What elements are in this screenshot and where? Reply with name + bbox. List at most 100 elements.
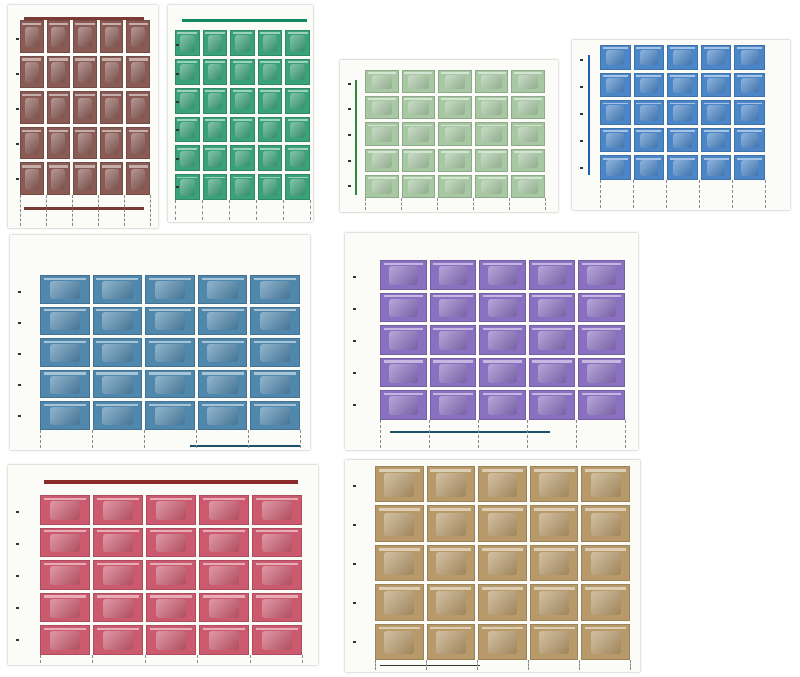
stamp-vignette — [488, 265, 517, 285]
stamp-inscription — [585, 469, 627, 472]
stamp-vignette — [290, 121, 305, 138]
stamp-vignette — [49, 312, 81, 331]
stamp — [380, 357, 427, 388]
stamp — [474, 96, 509, 120]
stamp — [529, 544, 579, 582]
stamp — [375, 584, 424, 621]
stamp-inscription — [669, 130, 696, 132]
stamp-vignette — [102, 375, 133, 394]
stamp-inscription — [482, 327, 523, 331]
stamp-vignette — [78, 62, 92, 83]
margin-mark — [353, 308, 356, 310]
stamp-grid — [20, 20, 150, 195]
stamp-vignette — [435, 512, 466, 536]
stamp-inscription — [232, 176, 253, 179]
stamp — [581, 584, 630, 621]
margin-mark — [16, 37, 19, 40]
stamp-vignette — [371, 127, 392, 142]
stamp-vignette — [587, 331, 616, 350]
stamp-vignette — [259, 280, 291, 299]
stamp-inscription — [433, 393, 473, 396]
stamp — [380, 390, 427, 420]
perforation-line — [98, 195, 99, 226]
margin-mark — [176, 100, 179, 103]
stamp — [146, 625, 196, 655]
margin-mark — [580, 139, 583, 142]
stamp — [474, 122, 509, 146]
stamp-inscription — [383, 327, 423, 331]
stamp — [581, 544, 630, 582]
stamp — [40, 495, 90, 525]
stamp-vignette — [371, 74, 392, 90]
margin-mark — [16, 177, 19, 180]
stamp-inscription — [22, 22, 42, 26]
perforation-line — [600, 180, 601, 208]
stamp-inscription — [602, 130, 628, 132]
stamp-vignette — [235, 64, 250, 81]
stamp-inscription — [378, 469, 420, 472]
stamp — [375, 623, 424, 660]
stamp-vignette — [207, 35, 223, 52]
stamp-inscription — [582, 262, 622, 265]
stamp — [46, 20, 71, 53]
stamp-vignette — [131, 97, 146, 119]
perforation-line — [509, 198, 510, 210]
stamp — [199, 527, 249, 558]
stamp-inscription — [636, 47, 662, 50]
stamp-vignette — [444, 153, 466, 168]
stamp-vignette — [487, 473, 518, 497]
stamp — [667, 127, 698, 153]
stamp-vignette — [408, 153, 429, 168]
perforation-line — [283, 200, 284, 220]
margin-mark — [18, 414, 21, 417]
stamp — [479, 292, 526, 323]
stamp-inscription — [201, 372, 244, 375]
margin-color-bar — [44, 480, 298, 484]
stamp-vignette — [131, 26, 146, 48]
stamp-vignette — [208, 631, 240, 651]
stamp — [429, 260, 477, 290]
stamp-inscription — [404, 98, 433, 101]
stamp-vignette — [102, 343, 133, 363]
stamp-inscription — [43, 277, 86, 280]
stamp-vignette — [154, 280, 186, 299]
stamp — [600, 155, 631, 180]
perforation-line — [527, 420, 528, 448]
stamp — [528, 325, 576, 355]
stamp-inscription — [48, 58, 68, 61]
stamp-vignette — [639, 132, 659, 149]
stamp-vignette — [208, 500, 240, 520]
stamp-vignette — [740, 50, 759, 66]
stamp — [20, 91, 44, 124]
stamp — [734, 127, 765, 153]
perforation-line — [528, 660, 529, 670]
stamp-vignette — [259, 312, 291, 331]
perforation-line — [666, 180, 667, 208]
stamp — [429, 325, 477, 355]
stamp-vignette — [587, 298, 616, 318]
margin-mark — [16, 575, 19, 577]
perforation-line — [765, 180, 766, 208]
perforation-line — [477, 660, 478, 670]
stamp-inscription — [96, 372, 139, 375]
perforation-line — [300, 430, 301, 448]
stamp-vignette — [487, 512, 518, 536]
stamp — [285, 145, 310, 172]
stamp-inscription — [204, 90, 225, 92]
stamp-vignette — [537, 363, 567, 383]
stamp-vignette — [587, 265, 616, 285]
stamp — [438, 70, 472, 94]
margin-mark — [580, 58, 583, 61]
stamp-inscription — [367, 72, 396, 74]
stamp — [145, 338, 195, 367]
stamp-vignette — [24, 133, 39, 155]
stamp-vignette — [389, 298, 418, 318]
margin-mark — [16, 142, 19, 145]
margin-mark — [353, 601, 356, 604]
stamp-grid — [375, 466, 630, 660]
margin-mark — [18, 290, 21, 293]
stamp-vignette — [481, 74, 502, 90]
stamp-vignette — [262, 121, 278, 138]
margin-mark — [176, 44, 179, 47]
stamp — [529, 584, 579, 621]
